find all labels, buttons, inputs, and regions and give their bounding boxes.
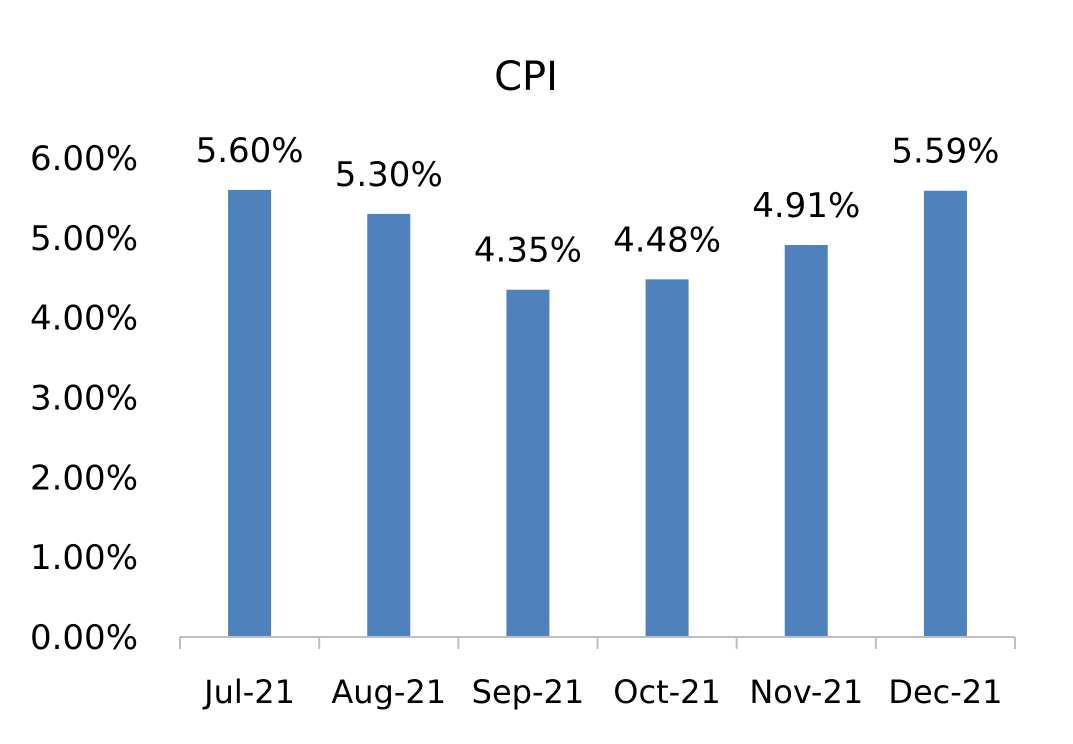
bar-data-label: 5.59%	[891, 132, 999, 172]
y-axis-tick-labels: 0.00% 1.00% 2.00% 3.00% 4.00% 5.00% 6.00%	[30, 139, 138, 658]
x-axis-category-labels: Jul-21 Aug-21 Sep-21 Oct-21 Nov-21 Dec-21	[202, 673, 1002, 711]
bar-aug-21	[367, 213, 411, 637]
x-category-label: Sep-21	[472, 673, 585, 711]
bar-oct-21	[645, 279, 689, 637]
y-tick-label: 2.00%	[30, 458, 138, 498]
bar-data-labels: 5.60% 5.30% 4.35% 4.48% 4.91% 5.59%	[196, 131, 1000, 271]
x-category-label: Nov-21	[749, 673, 863, 711]
bar-jul-21	[228, 189, 272, 637]
bar-nov-21	[784, 245, 828, 638]
y-tick-label: 5.00%	[30, 219, 138, 259]
bar-data-label: 4.35%	[474, 231, 582, 271]
bar-data-label: 5.30%	[335, 155, 443, 195]
bar-dec-21	[923, 190, 967, 637]
bar-data-label: 4.91%	[752, 186, 860, 226]
y-tick-label: 3.00%	[30, 379, 138, 419]
bar-data-label: 5.60%	[196, 131, 304, 171]
chart-title: CPI	[494, 54, 558, 100]
x-category-label: Jul-21	[202, 673, 295, 711]
bar-sep-21	[506, 289, 550, 637]
x-category-label: Aug-21	[331, 673, 446, 711]
y-tick-label: 1.00%	[30, 538, 138, 578]
x-axis	[179, 636, 1016, 649]
y-tick-label: 6.00%	[30, 139, 138, 179]
y-tick-label: 4.00%	[30, 299, 138, 339]
y-tick-label: 0.00%	[30, 618, 138, 658]
x-category-label: Dec-21	[888, 673, 1002, 711]
bar-data-label: 4.48%	[613, 220, 721, 260]
x-category-label: Oct-21	[613, 673, 721, 711]
bar-series	[228, 189, 967, 638]
